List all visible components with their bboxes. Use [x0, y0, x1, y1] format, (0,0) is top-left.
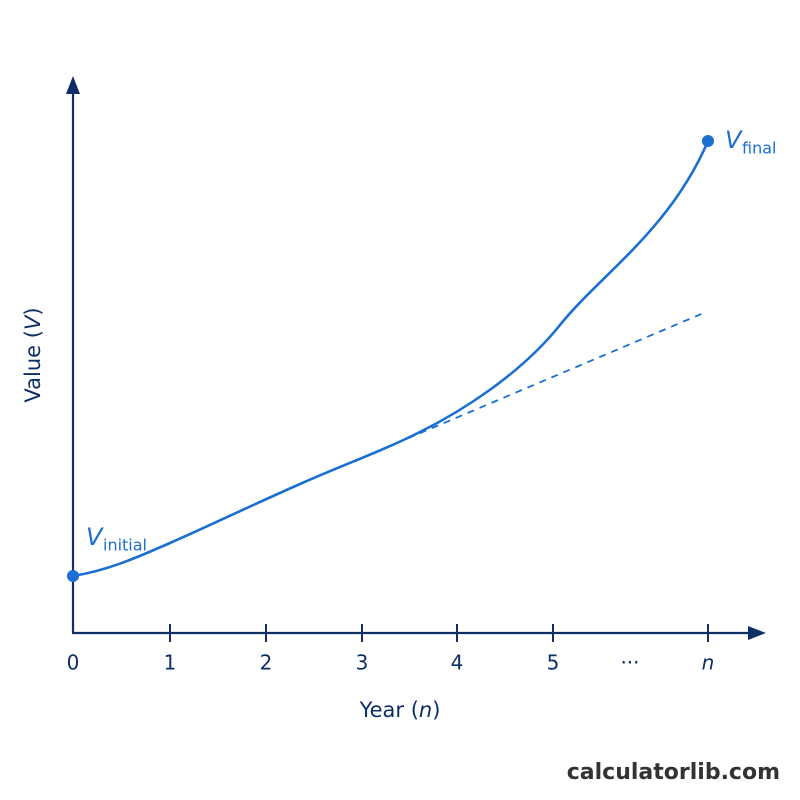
x-tick-label: 3	[356, 651, 369, 675]
y-axis-label: Value (V)	[21, 307, 45, 402]
x-tick-label: 2	[260, 651, 273, 675]
y-label-part: V	[21, 314, 45, 330]
growth-curve	[72, 140, 710, 578]
x-label-part: n	[419, 698, 432, 722]
x-tick-label: n	[702, 651, 715, 675]
x-tick-label: 0	[67, 651, 80, 675]
tangent-line	[299, 311, 707, 485]
start-label: V	[86, 523, 104, 551]
y-label-part: )	[21, 307, 45, 315]
x-label-part: )	[432, 698, 440, 722]
x-axis-arrow	[748, 626, 766, 640]
start-label-subscript: initial	[103, 536, 147, 555]
end-label-subscript: final	[742, 139, 776, 158]
y-axis-arrow	[66, 76, 80, 94]
x-tick-label: 1	[164, 651, 177, 675]
x-axis-label: Year (n)	[359, 698, 441, 722]
x-tick-label: 5	[547, 651, 560, 675]
x-label-part: Year (	[359, 698, 419, 722]
end-point	[702, 135, 714, 147]
start-point	[67, 570, 79, 582]
watermark: calculatorlib.com	[567, 760, 780, 785]
y-label-part: Value (	[21, 330, 45, 403]
x-tick-label: 4	[451, 651, 464, 675]
end-label: V	[725, 126, 743, 154]
x-tick-label: ···	[620, 651, 639, 675]
